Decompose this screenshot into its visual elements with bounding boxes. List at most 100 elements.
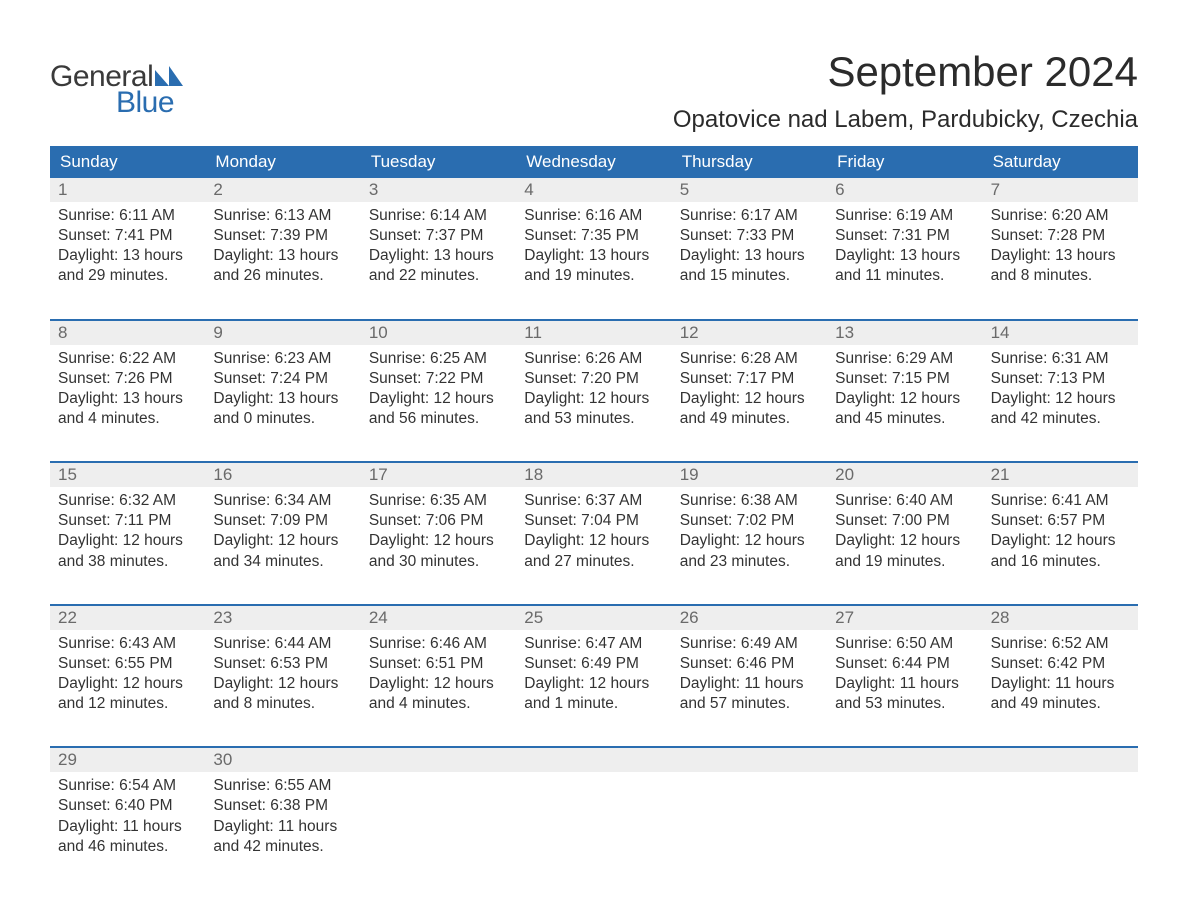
sunrise-text: Sunrise: 6:20 AM [991,206,1130,226]
weeks-container: 1234567Sunrise: 6:11 AMSunset: 7:41 PMDa… [50,178,1138,877]
daylight-line1: Daylight: 12 hours [991,531,1130,551]
sunrise-text: Sunrise: 6:46 AM [369,634,508,654]
sunset-text: Sunset: 7:28 PM [991,226,1130,246]
daylight-line2: and 29 minutes. [58,266,197,286]
sunrise-text: Sunrise: 6:13 AM [213,206,352,226]
day-cell: Sunrise: 6:34 AMSunset: 7:09 PMDaylight:… [205,487,360,592]
daylight-line1: Daylight: 11 hours [58,817,197,837]
sunset-text: Sunset: 6:51 PM [369,654,508,674]
sunrise-text: Sunrise: 6:11 AM [58,206,197,226]
sunrise-text: Sunrise: 6:32 AM [58,491,197,511]
sunrise-text: Sunrise: 6:41 AM [991,491,1130,511]
sunrise-text: Sunrise: 6:49 AM [680,634,819,654]
day-cell: Sunrise: 6:20 AMSunset: 7:28 PMDaylight:… [983,202,1138,307]
day-number: 21 [983,463,1138,487]
daylight-line2: and 22 minutes. [369,266,508,286]
week-row: 2930Sunrise: 6:54 AMSunset: 6:40 PMDayli… [50,746,1138,877]
daylight-line1: Daylight: 12 hours [58,531,197,551]
sunrise-text: Sunrise: 6:16 AM [524,206,663,226]
daylight-line2: and 57 minutes. [680,694,819,714]
day-cell: Sunrise: 6:11 AMSunset: 7:41 PMDaylight:… [50,202,205,307]
month-title: September 2024 [673,48,1138,96]
day-number: 10 [361,321,516,345]
day-number: 18 [516,463,671,487]
daylight-line2: and 4 minutes. [58,409,197,429]
daylight-line2: and 19 minutes. [524,266,663,286]
day-cell: Sunrise: 6:44 AMSunset: 6:53 PMDaylight:… [205,630,360,735]
daylight-line1: Daylight: 13 hours [524,246,663,266]
brand-line2: Blue [116,86,174,120]
sunrise-text: Sunrise: 6:23 AM [213,349,352,369]
sunrise-text: Sunrise: 6:14 AM [369,206,508,226]
day-cell [361,772,516,877]
day-cell: Sunrise: 6:25 AMSunset: 7:22 PMDaylight:… [361,345,516,450]
day-cell: Sunrise: 6:19 AMSunset: 7:31 PMDaylight:… [827,202,982,307]
day-number: 11 [516,321,671,345]
day-cell: Sunrise: 6:52 AMSunset: 6:42 PMDaylight:… [983,630,1138,735]
sunset-text: Sunset: 7:00 PM [835,511,974,531]
daylight-line1: Daylight: 13 hours [991,246,1130,266]
daylight-line1: Daylight: 12 hours [524,531,663,551]
day-cell: Sunrise: 6:22 AMSunset: 7:26 PMDaylight:… [50,345,205,450]
daylight-line2: and 0 minutes. [213,409,352,429]
day-number: 15 [50,463,205,487]
daylight-line2: and 19 minutes. [835,552,974,572]
sunrise-text: Sunrise: 6:43 AM [58,634,197,654]
header: General Blue September 2024 Opatovice na… [50,48,1138,134]
sunrise-text: Sunrise: 6:17 AM [680,206,819,226]
week-row: 15161718192021Sunrise: 6:32 AMSunset: 7:… [50,461,1138,592]
daylight-line2: and 42 minutes. [213,837,352,857]
daylight-line1: Daylight: 12 hours [213,531,352,551]
day-cell: Sunrise: 6:40 AMSunset: 7:00 PMDaylight:… [827,487,982,592]
sunrise-text: Sunrise: 6:37 AM [524,491,663,511]
brand-logo: General Blue [50,48,183,120]
day-cell: Sunrise: 6:26 AMSunset: 7:20 PMDaylight:… [516,345,671,450]
daylight-line2: and 8 minutes. [991,266,1130,286]
sunset-text: Sunset: 6:44 PM [835,654,974,674]
sunrise-text: Sunrise: 6:55 AM [213,776,352,796]
day-number [672,748,827,772]
day-number: 29 [50,748,205,772]
daylight-line1: Daylight: 12 hours [680,389,819,409]
sunset-text: Sunset: 7:22 PM [369,369,508,389]
daylight-line1: Daylight: 12 hours [524,389,663,409]
sunset-text: Sunset: 6:49 PM [524,654,663,674]
day-number: 12 [672,321,827,345]
sunset-text: Sunset: 7:11 PM [58,511,197,531]
dow-monday: Monday [205,146,360,178]
daylight-line1: Daylight: 12 hours [524,674,663,694]
dow-saturday: Saturday [983,146,1138,178]
daylight-line1: Daylight: 13 hours [58,246,197,266]
sunset-text: Sunset: 7:33 PM [680,226,819,246]
day-number: 1 [50,178,205,202]
daylight-line2: and 30 minutes. [369,552,508,572]
sunset-text: Sunset: 7:04 PM [524,511,663,531]
dow-header-row: Sunday Monday Tuesday Wednesday Thursday… [50,146,1138,178]
day-number [983,748,1138,772]
sunrise-text: Sunrise: 6:34 AM [213,491,352,511]
sunset-text: Sunset: 7:26 PM [58,369,197,389]
day-number: 17 [361,463,516,487]
daylight-line2: and 45 minutes. [835,409,974,429]
daylight-line2: and 42 minutes. [991,409,1130,429]
day-cell: Sunrise: 6:29 AMSunset: 7:15 PMDaylight:… [827,345,982,450]
daylight-line1: Daylight: 12 hours [991,389,1130,409]
daylight-line1: Daylight: 13 hours [213,246,352,266]
day-cell: Sunrise: 6:23 AMSunset: 7:24 PMDaylight:… [205,345,360,450]
sunrise-text: Sunrise: 6:38 AM [680,491,819,511]
day-number: 19 [672,463,827,487]
daylight-line2: and 53 minutes. [835,694,974,714]
sunrise-text: Sunrise: 6:31 AM [991,349,1130,369]
sunrise-text: Sunrise: 6:50 AM [835,634,974,654]
day-cell [983,772,1138,877]
day-cell: Sunrise: 6:13 AMSunset: 7:39 PMDaylight:… [205,202,360,307]
day-number [516,748,671,772]
daylight-line2: and 46 minutes. [58,837,197,857]
day-cell: Sunrise: 6:50 AMSunset: 6:44 PMDaylight:… [827,630,982,735]
daynum-row: 15161718192021 [50,463,1138,487]
day-number: 13 [827,321,982,345]
sunset-text: Sunset: 7:35 PM [524,226,663,246]
sunset-text: Sunset: 6:55 PM [58,654,197,674]
sunset-text: Sunset: 6:38 PM [213,796,352,816]
daylight-line2: and 8 minutes. [213,694,352,714]
